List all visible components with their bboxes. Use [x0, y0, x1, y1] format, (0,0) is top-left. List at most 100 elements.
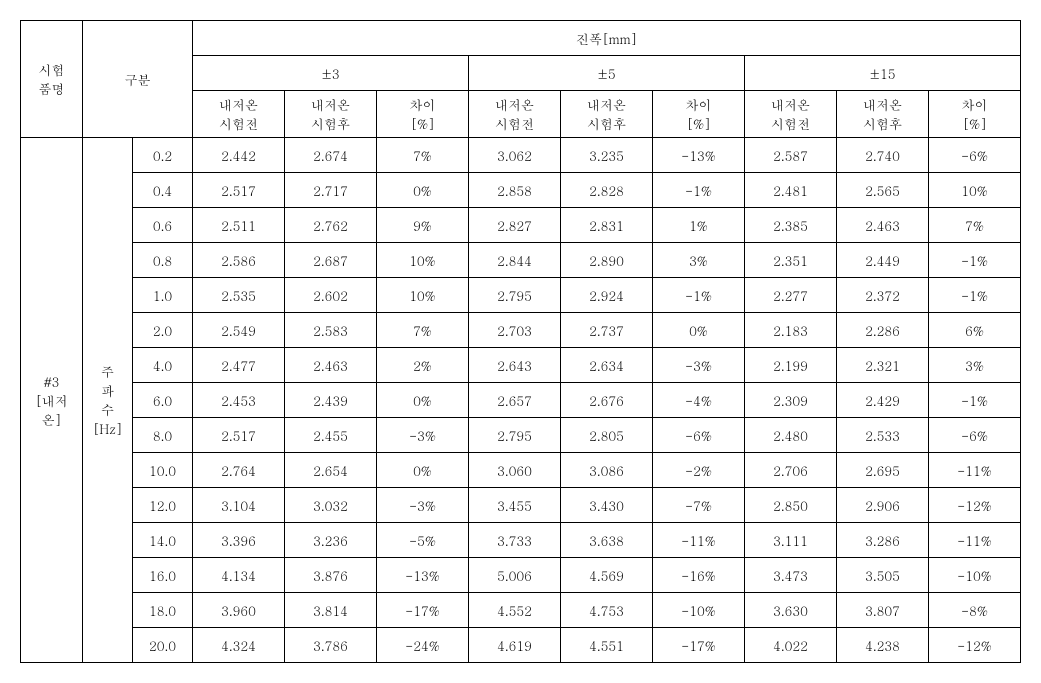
data-cell: 2.463: [837, 208, 929, 243]
data-cell: 3.876: [285, 558, 377, 593]
table-row: 0.82.5862.68710%2.8442.8903%2.3512.449-1…: [21, 243, 1021, 278]
data-cell: 2.827: [469, 208, 561, 243]
data-cell: 3.960: [193, 593, 285, 628]
freq-label-cell: 주파수[Hz]: [83, 138, 133, 663]
data-cell: 2.762: [285, 208, 377, 243]
data-cell: -6%: [929, 138, 1021, 173]
data-cell: 2.429: [837, 383, 929, 418]
data-cell: 2.795: [469, 418, 561, 453]
table-row: 1.02.5352.60210%2.7952.924-1%2.2772.372-…: [21, 278, 1021, 313]
data-cell: 2.583: [285, 313, 377, 348]
data-cell: 2.533: [837, 418, 929, 453]
data-cell: 2.309: [745, 383, 837, 418]
table-row: 0.42.5172.7170%2.8582.828-1%2.4812.56510…: [21, 173, 1021, 208]
data-cell: 3.638: [561, 523, 653, 558]
data-cell: 3.786: [285, 628, 377, 663]
data-cell: 9%: [377, 208, 469, 243]
data-cell: 2.795: [469, 278, 561, 313]
data-cell: 3.455: [469, 488, 561, 523]
table-row: 16.04.1343.876-13%5.0064.569-16%3.4733.5…: [21, 558, 1021, 593]
data-cell: 2.481: [745, 173, 837, 208]
header-amp-3: ±3: [193, 56, 469, 91]
data-cell: 3.430: [561, 488, 653, 523]
data-cell: -6%: [653, 418, 745, 453]
header-amp-5: ±5: [469, 56, 745, 91]
data-cell: 2.565: [837, 173, 929, 208]
data-cell: -17%: [653, 628, 745, 663]
data-cell: 3.111: [745, 523, 837, 558]
data-cell: -1%: [929, 383, 1021, 418]
data-cell: 0%: [377, 383, 469, 418]
data-cell: -3%: [653, 348, 745, 383]
freq-value: 18.0: [133, 593, 193, 628]
data-cell: 10%: [377, 243, 469, 278]
data-cell: -12%: [929, 488, 1021, 523]
freq-value: 2.0: [133, 313, 193, 348]
data-cell: 2.850: [745, 488, 837, 523]
data-cell: 2.453: [193, 383, 285, 418]
data-cell: 3.032: [285, 488, 377, 523]
data-cell: 10%: [929, 173, 1021, 208]
data-cell: -11%: [929, 523, 1021, 558]
freq-value: 8.0: [133, 418, 193, 453]
data-cell: 4.753: [561, 593, 653, 628]
data-cell: -3%: [377, 488, 469, 523]
header-amp-15: ±15: [745, 56, 1021, 91]
data-cell: 2.477: [193, 348, 285, 383]
data-cell: 4.238: [837, 628, 929, 663]
data-cell: -10%: [653, 593, 745, 628]
data-cell: -17%: [377, 593, 469, 628]
header-before: 내저온시험전: [745, 91, 837, 138]
data-cell: 2.805: [561, 418, 653, 453]
data-cell: 3.104: [193, 488, 285, 523]
data-cell: -8%: [929, 593, 1021, 628]
data-cell: 3.473: [745, 558, 837, 593]
data-cell: -13%: [653, 138, 745, 173]
data-cell: 2.449: [837, 243, 929, 278]
data-cell: 3.286: [837, 523, 929, 558]
data-cell: -5%: [377, 523, 469, 558]
data-cell: 2.906: [837, 488, 929, 523]
table-row: 14.03.3963.236-5%3.7333.638-11%3.1113.28…: [21, 523, 1021, 558]
data-cell: -1%: [653, 173, 745, 208]
data-cell: 2.654: [285, 453, 377, 488]
data-cell: -1%: [653, 278, 745, 313]
data-cell: -7%: [653, 488, 745, 523]
data-cell: 3.630: [745, 593, 837, 628]
data-cell: 4.324: [193, 628, 285, 663]
data-cell: 2.828: [561, 173, 653, 208]
data-cell: 2.480: [745, 418, 837, 453]
header-amplitude: 진폭[mm]: [193, 21, 1021, 56]
data-cell: 2.199: [745, 348, 837, 383]
freq-value: 1.0: [133, 278, 193, 313]
data-cell: 2.657: [469, 383, 561, 418]
data-cell: -4%: [653, 383, 745, 418]
data-cell: 2.549: [193, 313, 285, 348]
data-cell: 2.764: [193, 453, 285, 488]
data-cell: 3.733: [469, 523, 561, 558]
data-cell: 3%: [929, 348, 1021, 383]
header-after: 내저온시험후: [561, 91, 653, 138]
header-category: 구분: [83, 21, 193, 138]
data-cell: 2.183: [745, 313, 837, 348]
table-body: #3[내저온]주파수[Hz]0.22.4422.6747%3.0623.235-…: [21, 138, 1021, 663]
freq-value: 12.0: [133, 488, 193, 523]
table-row: #3[내저온]주파수[Hz]0.22.4422.6747%3.0623.235-…: [21, 138, 1021, 173]
table-header: 시험품명 구분 진폭[mm] ±3 ±5 ±15 내저온시험전 내저온시험후 차…: [21, 21, 1021, 138]
data-cell: 2.442: [193, 138, 285, 173]
data-cell: 2.924: [561, 278, 653, 313]
data-cell: 4.552: [469, 593, 561, 628]
data-cell: 0%: [377, 173, 469, 208]
data-cell: 2.463: [285, 348, 377, 383]
data-cell: -2%: [653, 453, 745, 488]
data-cell: 2.703: [469, 313, 561, 348]
data-cell: 4.569: [561, 558, 653, 593]
data-cell: 3%: [653, 243, 745, 278]
freq-value: 0.4: [133, 173, 193, 208]
data-cell: 2.439: [285, 383, 377, 418]
freq-value: 20.0: [133, 628, 193, 663]
header-after: 내저온시험후: [285, 91, 377, 138]
data-cell: -1%: [929, 278, 1021, 313]
data-cell: 7%: [377, 138, 469, 173]
data-cell: 3.814: [285, 593, 377, 628]
